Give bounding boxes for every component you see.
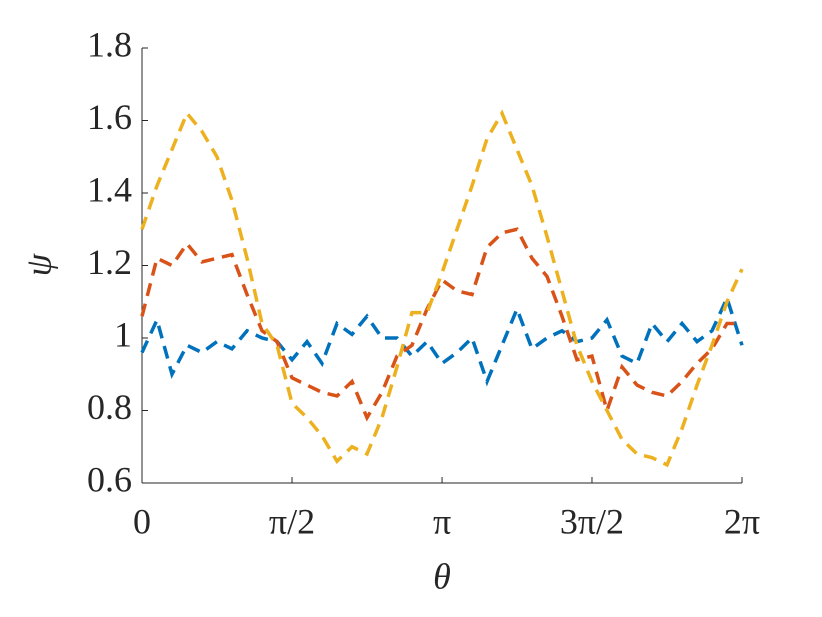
- y-tick-label: 1.4: [87, 169, 132, 209]
- y-axis-label: ψ: [18, 253, 58, 276]
- y-tick-label: 1.8: [87, 24, 132, 64]
- x-tick-label: 0: [133, 501, 151, 541]
- x-axis-label: θ: [433, 556, 451, 596]
- y-tick-label: 0.6: [87, 459, 132, 499]
- y-tick-label: 1: [114, 314, 132, 354]
- series-line: [140, 109, 744, 468]
- x-tick-label: 3π/2: [560, 501, 624, 541]
- y-tick-label: 1.6: [87, 97, 132, 137]
- x-tick-label: π: [433, 501, 451, 541]
- y-tick-label: 0.8: [87, 387, 132, 427]
- x-tick-label: π/2: [269, 501, 315, 541]
- y-tick-label: 1.2: [87, 242, 132, 282]
- series-line: [140, 293, 744, 387]
- x-tick-label: 2π: [724, 501, 760, 541]
- series-line: [140, 227, 742, 422]
